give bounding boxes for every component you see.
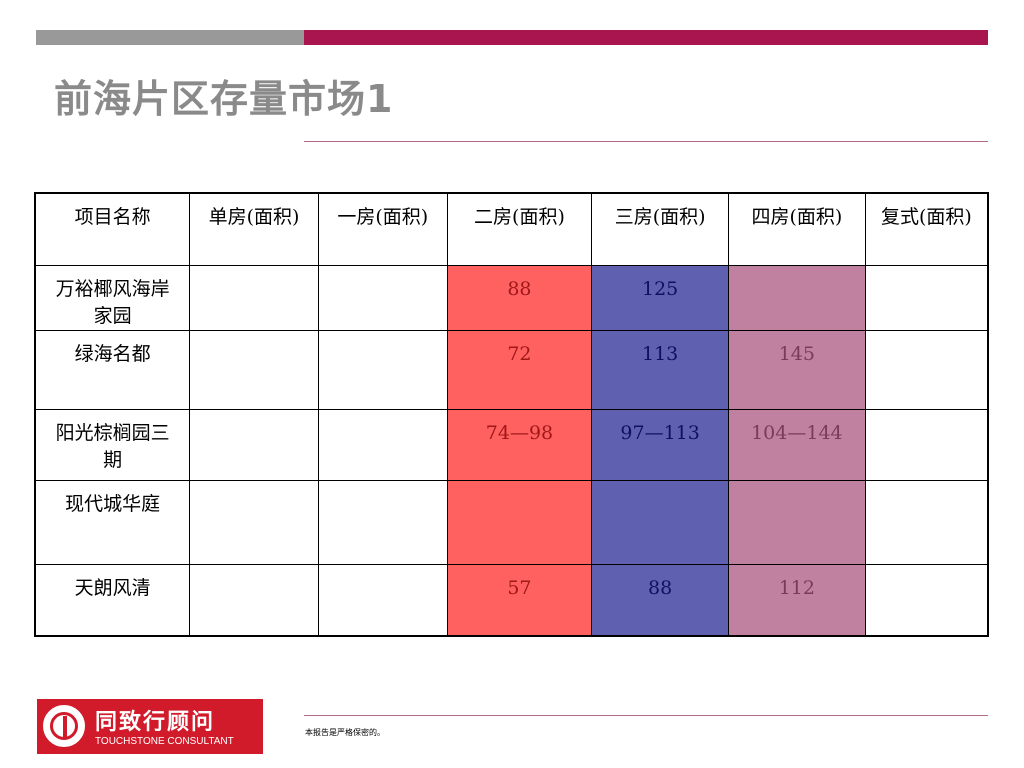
three-room-cell: 113 [591,329,729,410]
studio-cell [189,264,319,331]
touchstone-emblem-icon [43,705,85,747]
footer-divider [304,715,988,716]
market-table-container: 项目名称 单房(面积) 一房(面积) 二房(面积) 三房(面积) 四房(面积) … [34,192,989,637]
three-room-cell: 97—113 [591,408,729,481]
project-name-cell: 绿海名都 [34,329,191,410]
project-name-cell: 万裕椰风海岸家园 [34,264,191,331]
title-divider [304,141,988,142]
three-room-cell: 88 [591,563,729,637]
duplex-cell [864,563,989,637]
studio-cell [189,408,319,481]
duplex-cell [864,408,989,481]
four-room-cell: 112 [728,563,866,637]
header-one-room: 一房(面积) [317,192,448,266]
two-room-cell: 57 [446,563,593,637]
confidential-note: 本报告是严格保密的。 [305,728,385,737]
two-room-cell: 74—98 [446,408,593,481]
three-room-cell [591,479,729,565]
four-room-cell [728,264,866,331]
duplex-cell [864,264,989,331]
header-two-room: 二房(面积) [446,192,593,266]
market-table: 项目名称 单房(面积) 一房(面积) 二房(面积) 三房(面积) 四房(面积) … [34,192,989,637]
four-room-cell: 104—144 [728,408,866,481]
duplex-cell [864,479,989,565]
table-row: 万裕椰风海岸家园 88 125 [34,264,989,331]
project-name-cell: 阳光棕榈园三期 [34,408,191,481]
one-room-cell [317,264,448,331]
header-studio: 单房(面积) [189,192,319,266]
one-room-cell [317,329,448,410]
project-name-cell: 现代城华庭 [34,479,191,565]
two-room-cell: 88 [446,264,593,331]
three-room-cell: 125 [591,264,729,331]
table-row: 绿海名都 72 113 145 [34,329,989,410]
logo-subtitle: TOUCHSTONE CONSULTANT [95,736,234,747]
one-room-cell [317,563,448,637]
studio-cell [189,479,319,565]
two-room-cell: 72 [446,329,593,410]
studio-cell [189,563,319,637]
one-room-cell [317,408,448,481]
two-room-cell [446,479,593,565]
header-three-room: 三房(面积) [591,192,729,266]
top-bar-gray [36,30,304,45]
four-room-cell [728,479,866,565]
project-name-cell: 天朗风清 [34,563,191,637]
page-title: 前海片区存量市场1 [54,77,394,121]
table-row: 阳光棕榈园三期 74—98 97—113 104—144 [34,408,989,481]
table-row: 现代城华庭 [34,479,989,565]
studio-cell [189,329,319,410]
table-header-row: 项目名称 单房(面积) 一房(面积) 二房(面积) 三房(面积) 四房(面积) … [34,192,989,266]
header-duplex: 复式(面积) [864,192,989,266]
table-row: 天朗风清 57 88 112 [34,563,989,637]
company-logo: 同致行顾问 TOUCHSTONE CONSULTANT [37,699,263,754]
top-bar-accent [304,30,988,45]
header-project-name: 项目名称 [34,192,191,266]
header-four-room: 四房(面积) [728,192,866,266]
duplex-cell [864,329,989,410]
logo-name: 同致行顾问 [95,709,216,735]
four-room-cell: 145 [728,329,866,410]
one-room-cell [317,479,448,565]
